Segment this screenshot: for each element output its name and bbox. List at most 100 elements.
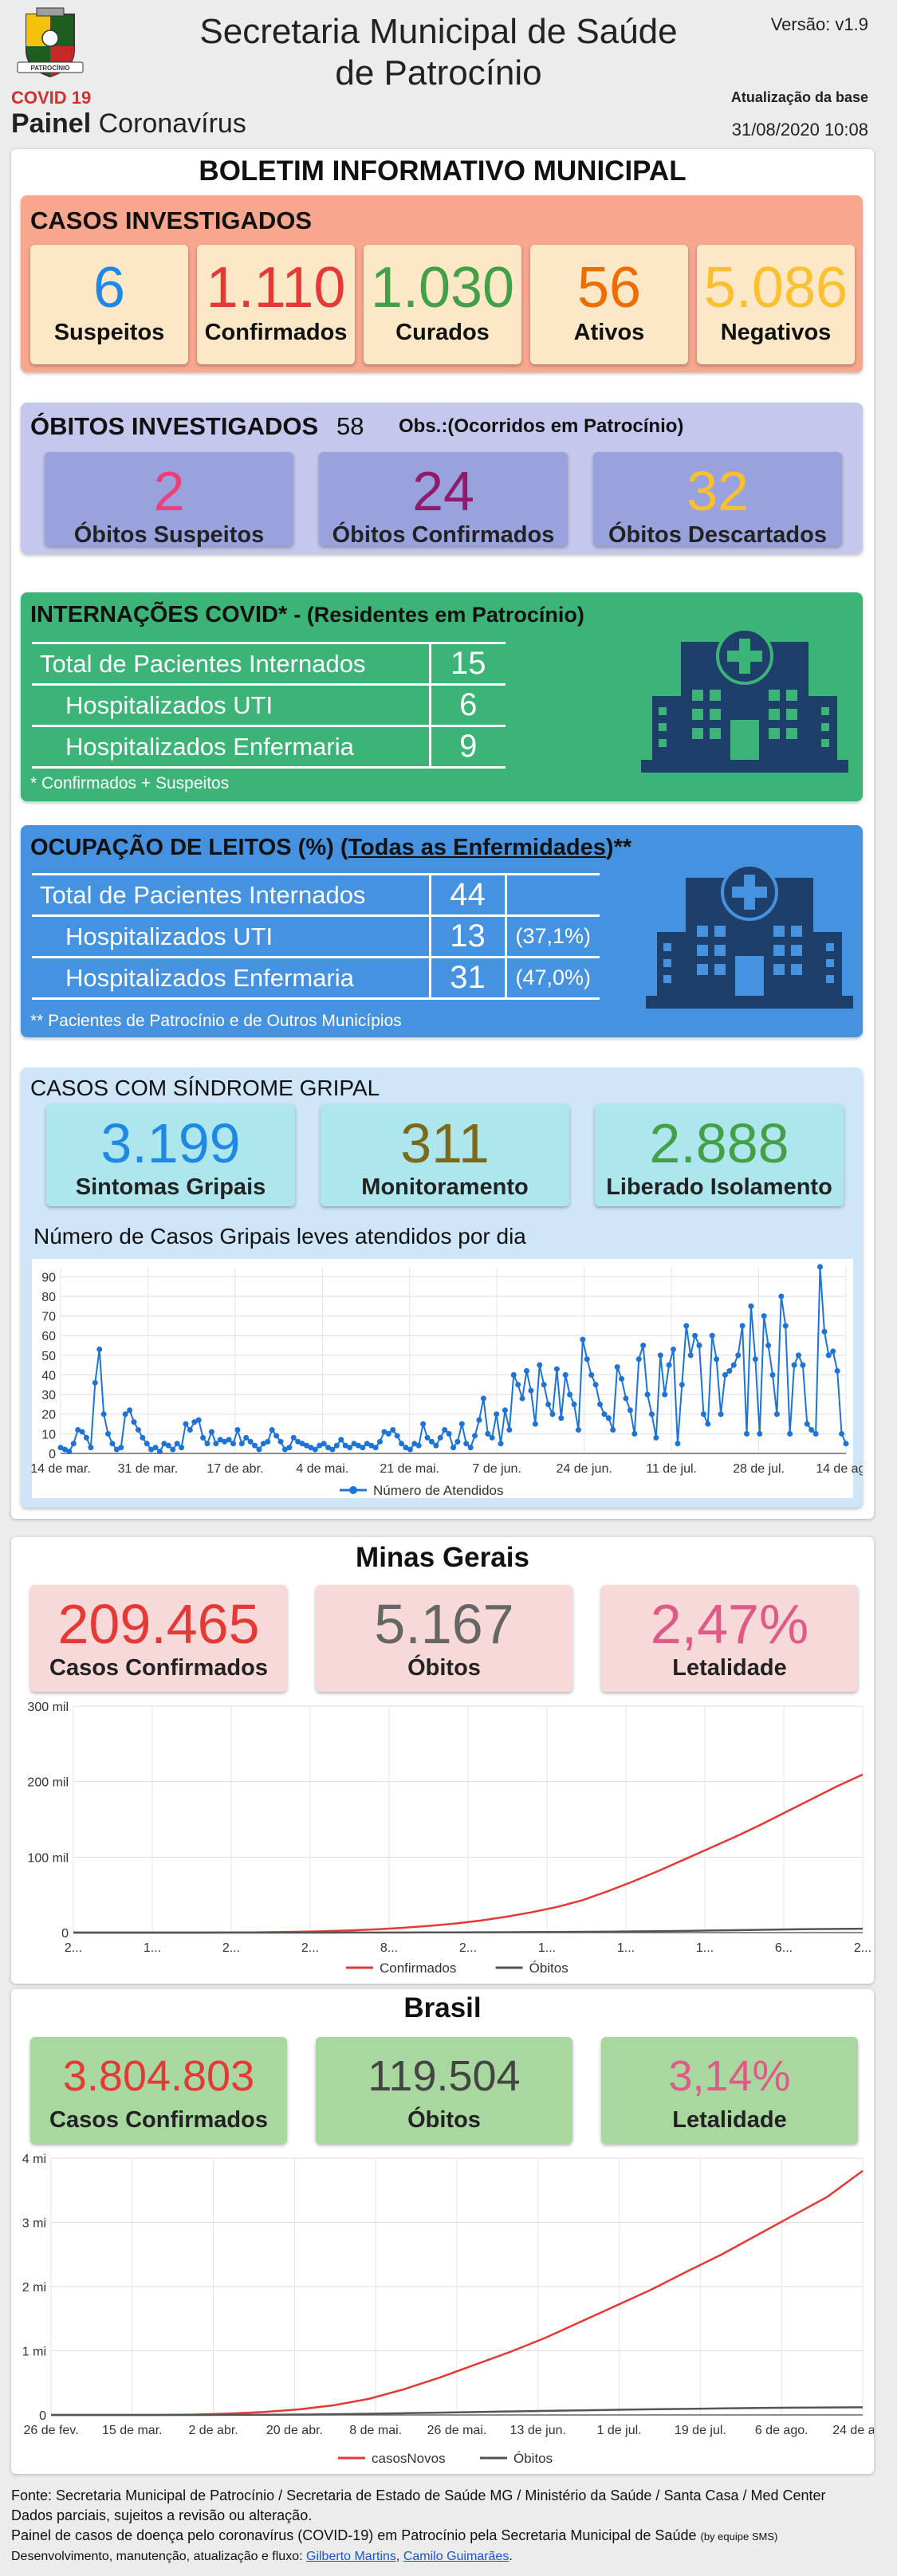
data-point bbox=[825, 1352, 832, 1359]
brasil-card: 3,14% Letalidade bbox=[601, 2037, 858, 2144]
legend-label: Óbitos bbox=[529, 1961, 568, 1976]
data-point bbox=[705, 1421, 711, 1427]
data-point bbox=[118, 1445, 124, 1451]
data-point bbox=[109, 1441, 116, 1447]
brasil-title: Brasil bbox=[403, 1992, 482, 2023]
y-tick-label: 3 mi bbox=[22, 2217, 46, 2231]
footer-description-text: Painel de casos de doença pelo coronavír… bbox=[11, 2527, 697, 2543]
table-row: Hospitalizados UTI 6 bbox=[32, 684, 506, 727]
data-point bbox=[778, 1293, 785, 1300]
x-tick-label: 24 de ago. bbox=[832, 2424, 874, 2437]
data-point bbox=[709, 1332, 715, 1339]
x-tick-label: 2... bbox=[222, 1941, 240, 1955]
data-point bbox=[179, 1445, 185, 1451]
data-point bbox=[588, 1371, 595, 1378]
data-point bbox=[821, 1328, 828, 1335]
data-point bbox=[342, 1442, 348, 1449]
dev-link-camilo[interactable]: Camilo Guimarães bbox=[403, 2550, 509, 2563]
data-point bbox=[450, 1445, 456, 1451]
page-title-line1: Secretaria Municipal de Saúde bbox=[199, 12, 678, 51]
x-tick-label: 2 de abr. bbox=[188, 2424, 238, 2437]
data-point bbox=[433, 1442, 439, 1449]
casos-card: 1.110 Confirmados bbox=[197, 245, 355, 364]
x-tick-label: 26 de mai. bbox=[427, 2424, 487, 2437]
boletim-title: BOLETIM INFORMATIVO MUNICIPAL bbox=[199, 155, 687, 187]
ocupacao-note: ** Pacientes de Patrocínio e de Outros M… bbox=[30, 1012, 402, 1030]
data-point bbox=[671, 1346, 677, 1352]
data-point bbox=[627, 1407, 633, 1414]
gripal-card: 311 Monitoramento bbox=[321, 1104, 569, 1206]
minas-value: 2,47% bbox=[650, 1593, 809, 1655]
footer-source: Fonte: Secretaria Municipal de Patrocíni… bbox=[11, 2488, 826, 2503]
brasil-label: Casos Confirmados bbox=[49, 2107, 268, 2133]
data-point bbox=[290, 1434, 297, 1441]
x-tick-label: 17 de abr. bbox=[207, 1462, 263, 1476]
table-row: Hospitalizados Enfermaria 31 (47,0%) bbox=[32, 957, 600, 1000]
brasil-card: 119.504 Óbitos bbox=[316, 2037, 572, 2144]
data-point bbox=[148, 1446, 155, 1453]
data-point bbox=[428, 1438, 435, 1445]
casos-label: Suspeitos bbox=[53, 320, 165, 345]
data-point bbox=[265, 1438, 271, 1445]
x-tick-label: 8... bbox=[380, 1941, 398, 1955]
data-point bbox=[247, 1438, 254, 1445]
data-point bbox=[70, 1441, 77, 1447]
table-row: Total de Pacientes Internados 44 bbox=[32, 873, 600, 917]
data-point bbox=[502, 1407, 508, 1414]
series-line-1 bbox=[73, 1927, 864, 1934]
gripal-chart: 0 10 20 30 40 50 60 70 80 90 14 de mar. 31 de mar. 1… bbox=[30, 1259, 863, 1498]
data-point bbox=[480, 1395, 486, 1402]
minas-card: 5.167 Óbitos bbox=[316, 1585, 572, 1692]
x-tick-label: 1... bbox=[617, 1941, 635, 1955]
y-tick-label: 90 bbox=[41, 1271, 56, 1284]
x-tick-label: 2... bbox=[301, 1941, 319, 1955]
data-point bbox=[338, 1437, 344, 1443]
data-point bbox=[61, 1446, 68, 1453]
data-point bbox=[679, 1382, 685, 1388]
casos-label: Negativos bbox=[720, 320, 832, 345]
data-point bbox=[580, 1336, 586, 1343]
x-tick-label: 6... bbox=[775, 1941, 793, 1955]
y-tick-label: 70 bbox=[41, 1311, 56, 1324]
x-tick-label: 4 de mai. bbox=[296, 1462, 348, 1476]
data-point bbox=[256, 1446, 262, 1453]
data-point bbox=[683, 1323, 690, 1329]
dev-link-gilberto[interactable]: Gilberto Martins bbox=[306, 2550, 396, 2563]
legend-marker bbox=[349, 1486, 357, 1494]
internacoes-heading: INTERNAÇÕES COVID* - (Residentes em Patr… bbox=[30, 602, 584, 628]
data-point bbox=[519, 1395, 525, 1402]
data-point bbox=[463, 1441, 470, 1447]
chart-background bbox=[11, 1697, 874, 1980]
data-point bbox=[489, 1434, 495, 1441]
data-point bbox=[127, 1407, 133, 1414]
data-point bbox=[510, 1371, 517, 1378]
legend-label: Confirmados bbox=[380, 1961, 456, 1976]
footer-disclaimer: Dados parciais, sujeitos a revisão ou al… bbox=[11, 2507, 313, 2523]
data-point bbox=[662, 1391, 668, 1398]
data-point bbox=[187, 1426, 193, 1433]
legend-label: Número de Atendidos bbox=[373, 1483, 504, 1498]
footer-dev-suffix: . bbox=[509, 2550, 513, 2563]
data-point bbox=[515, 1382, 521, 1388]
data-point bbox=[610, 1426, 616, 1433]
data-point bbox=[407, 1446, 413, 1453]
hospital-icon bbox=[641, 627, 848, 773]
data-point bbox=[161, 1441, 167, 1447]
data-point bbox=[131, 1419, 137, 1426]
internacoes-note: * Confirmados + Suspeitos bbox=[30, 774, 230, 792]
x-tick-label: 14 de ago. bbox=[816, 1462, 863, 1476]
data-point bbox=[571, 1401, 577, 1407]
obitos-card: 32 Óbitos Descartados bbox=[593, 452, 842, 548]
ocupacao-title: OCUPAÇÃO DE LEITOS (%) bbox=[30, 835, 334, 860]
table-row: Hospitalizados Enfermaria 9 bbox=[32, 726, 506, 769]
brasil-value: 3,14% bbox=[668, 2052, 791, 2100]
data-point bbox=[66, 1449, 73, 1455]
x-tick-label: 20 de abr. bbox=[266, 2424, 323, 2437]
minas-card: 209.465 Casos Confirmados bbox=[30, 1585, 287, 1692]
data-point bbox=[308, 1445, 314, 1451]
row-value: 31 bbox=[428, 957, 506, 1000]
data-point bbox=[403, 1445, 409, 1451]
obitos-card: 24 Óbitos Confirmados bbox=[319, 452, 568, 548]
footer-credit: (by equipe SMS) bbox=[700, 2531, 778, 2543]
gripal-value: 3.199 bbox=[100, 1112, 241, 1174]
